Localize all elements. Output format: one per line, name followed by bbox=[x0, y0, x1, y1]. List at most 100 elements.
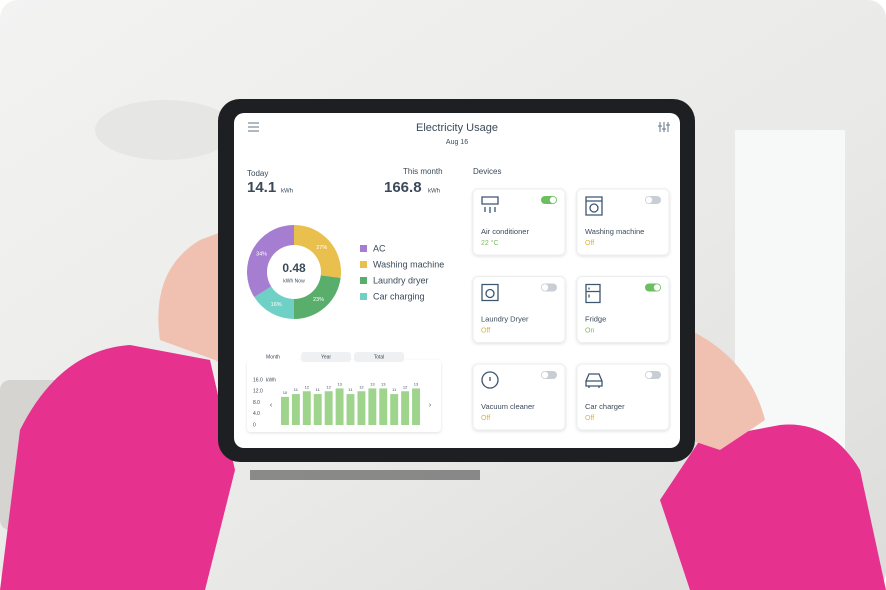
card[interactable] bbox=[472, 188, 566, 256]
lamp bbox=[95, 100, 235, 160]
bar bbox=[346, 394, 355, 425]
device-name: Fridge bbox=[585, 314, 606, 323]
next-arrow[interactable]: › bbox=[429, 402, 432, 409]
right-hand bbox=[690, 330, 765, 450]
month-label: This month bbox=[403, 167, 443, 176]
device-card[interactable]: Laundry Dryer Off bbox=[472, 276, 566, 343]
bar bbox=[324, 391, 333, 425]
slice-label: 23% bbox=[313, 297, 324, 303]
legend-label: Laundry dryer bbox=[373, 275, 429, 285]
bar-label: 11 bbox=[294, 387, 299, 392]
card[interactable] bbox=[472, 276, 566, 343]
today-unit: kWh bbox=[281, 189, 293, 195]
slice-label: 27% bbox=[316, 245, 327, 251]
pie-slice bbox=[246, 225, 294, 298]
bar bbox=[368, 388, 377, 425]
bar bbox=[401, 391, 410, 425]
today-label: Today bbox=[247, 169, 268, 178]
legend-swatch bbox=[360, 261, 367, 268]
tab-label[interactable]: Year bbox=[321, 354, 331, 360]
right-sleeve bbox=[660, 424, 886, 590]
bar-label: 11 bbox=[348, 387, 353, 392]
center-label: kWh Now bbox=[283, 278, 305, 284]
device-name: Laundry Dryer bbox=[481, 314, 529, 323]
device-icon bbox=[585, 373, 603, 388]
devices-label: Devices bbox=[473, 167, 501, 176]
tab-label[interactable]: Total bbox=[374, 354, 385, 360]
bar-label: 13 bbox=[370, 382, 375, 387]
bar-label: 12 bbox=[403, 384, 408, 389]
device-icon bbox=[585, 283, 601, 304]
pie-slice bbox=[254, 286, 294, 319]
card[interactable] bbox=[472, 363, 566, 431]
legend-swatch bbox=[360, 277, 367, 284]
toggle-knob[interactable] bbox=[645, 196, 653, 204]
slice-label: 16% bbox=[271, 302, 282, 308]
bar bbox=[302, 391, 311, 425]
tab[interactable] bbox=[354, 352, 404, 362]
center-value: 0.48 bbox=[282, 261, 306, 275]
y-tick-label: 12.0 bbox=[253, 389, 263, 395]
card[interactable] bbox=[576, 188, 670, 256]
y-tick-label: 16.0 bbox=[253, 377, 263, 383]
device-card[interactable]: Vacuum cleaner Off bbox=[472, 363, 566, 431]
bar-label: 13 bbox=[414, 382, 419, 387]
bar-label: 13 bbox=[381, 382, 386, 387]
toggle-knob[interactable] bbox=[549, 196, 557, 204]
device-status: 22 °C bbox=[481, 239, 499, 247]
month-unit: kWh bbox=[428, 189, 440, 195]
device-card[interactable]: Fridge On bbox=[576, 276, 670, 343]
filter-icon[interactable] bbox=[658, 122, 670, 132]
usage-panel bbox=[247, 360, 441, 432]
month-value: 166.8 bbox=[384, 179, 422, 196]
device-card[interactable]: Air conditioner 22 °C bbox=[472, 188, 566, 256]
tab-label[interactable]: Month bbox=[266, 354, 280, 360]
bar-label: 12 bbox=[326, 384, 331, 389]
bar bbox=[390, 394, 399, 425]
bar bbox=[357, 391, 366, 425]
bar bbox=[313, 394, 322, 425]
device-name: Washing machine bbox=[585, 227, 644, 236]
today-value: 14.1 bbox=[247, 179, 276, 196]
device-status: Off bbox=[585, 240, 594, 247]
date: Aug 16 bbox=[446, 139, 468, 146]
bar-label: 12 bbox=[359, 384, 364, 389]
legend-label: Washing machine bbox=[373, 259, 444, 269]
device-card[interactable]: Washing machine Off bbox=[576, 188, 670, 256]
device-name: Air conditioner bbox=[481, 227, 529, 236]
menu-icon[interactable] bbox=[248, 122, 259, 132]
tab[interactable] bbox=[301, 352, 351, 362]
toggle-knob[interactable] bbox=[653, 284, 661, 291]
bar bbox=[335, 388, 344, 425]
legend-label: Car charging bbox=[373, 291, 425, 301]
bar-label: 11 bbox=[392, 387, 397, 392]
bar bbox=[379, 388, 388, 425]
pie-slice bbox=[294, 275, 341, 319]
tab[interactable] bbox=[248, 352, 298, 362]
left-sleeve bbox=[0, 345, 235, 590]
device-status: On bbox=[585, 327, 594, 334]
legend-swatch bbox=[360, 293, 367, 300]
device-card[interactable]: Car charger Off bbox=[576, 363, 670, 431]
device-name: Vacuum cleaner bbox=[481, 402, 535, 411]
toggle-knob[interactable] bbox=[645, 371, 653, 379]
toggle-knob[interactable] bbox=[541, 284, 549, 291]
toggle-knob[interactable] bbox=[541, 371, 549, 379]
bar bbox=[281, 396, 289, 425]
legend-label: AC bbox=[373, 243, 386, 253]
prev-arrow[interactable]: ‹ bbox=[270, 402, 273, 409]
device-name: Car charger bbox=[585, 402, 625, 411]
pie-slice bbox=[294, 225, 342, 278]
slice-label: 34% bbox=[256, 252, 267, 258]
table bbox=[250, 470, 480, 480]
title: Electricity Usage bbox=[416, 122, 498, 134]
device-icon bbox=[481, 371, 499, 389]
bar bbox=[291, 394, 300, 425]
device-icon bbox=[481, 196, 499, 213]
device-status: Off bbox=[481, 415, 490, 422]
legend-swatch bbox=[360, 245, 367, 252]
device-status: Off bbox=[481, 327, 490, 334]
unit-label: kWh bbox=[266, 377, 276, 383]
y-tick-label: 8.0 bbox=[253, 400, 260, 406]
